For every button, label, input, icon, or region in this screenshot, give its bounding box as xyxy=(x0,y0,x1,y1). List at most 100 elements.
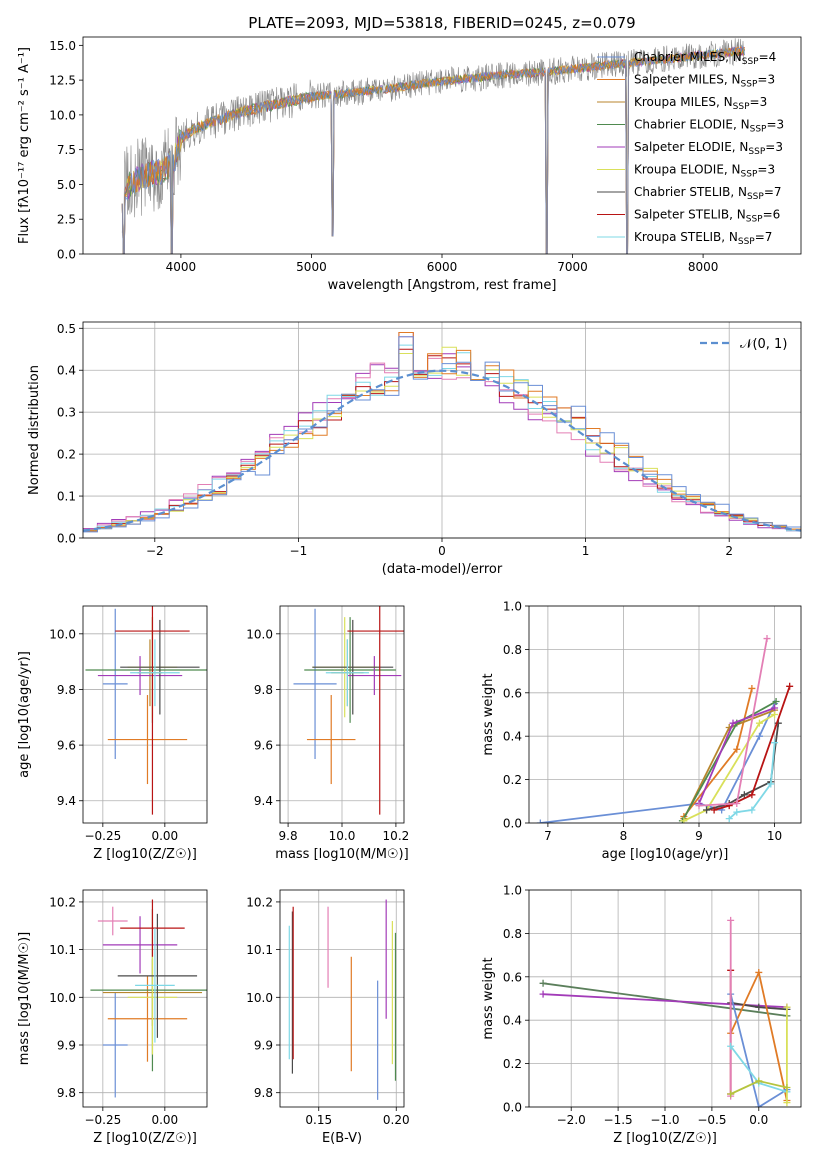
y-tick-label: 10.0 xyxy=(246,627,273,641)
chart-title: PLATE=2093, MJD=53818, FIBERID=0245, z=0… xyxy=(248,14,635,32)
y-tick-label: 1.0 xyxy=(503,884,522,898)
series-path xyxy=(683,713,776,822)
errorbar-point xyxy=(325,639,369,707)
legend-sub: SSP xyxy=(747,192,764,202)
legend-sub: SSP xyxy=(733,102,750,112)
plus-marker xyxy=(725,815,733,823)
y-axis-label: Flux [fλ10⁻¹⁷ erg cm⁻² s⁻¹ A⁻¹] xyxy=(17,47,32,244)
plot-area xyxy=(293,606,404,815)
errorbar-point xyxy=(115,606,190,815)
gaussian-curve xyxy=(83,369,801,532)
x-tick-label: 1 xyxy=(582,544,590,558)
axes: −0.25 0.00 9.4 9.6 9.8 10.0 Z [log10(Z/Z☉)] age… xyxy=(17,605,208,862)
x-tick-label: −0.5 xyxy=(697,1113,726,1127)
y-tick-label: 9.8 xyxy=(254,683,273,697)
plot-area xyxy=(288,899,397,1100)
plus-marker xyxy=(755,1003,763,1011)
errorbar-point xyxy=(306,695,356,785)
legend-value: =3 xyxy=(757,163,775,177)
x-tick-label: 8000 xyxy=(688,260,719,274)
x-tick-label: −1 xyxy=(290,544,308,558)
plus-marker xyxy=(771,704,779,712)
x-tick-label: 0.00 xyxy=(151,829,178,843)
series-path xyxy=(542,982,788,1017)
plot-area xyxy=(121,38,745,254)
y-tick-label: 0.8 xyxy=(503,927,522,941)
x-axis-label: Z [log10(Z/Z☉)] xyxy=(93,1131,197,1146)
panel-age-vs-mass: 9.8 10.0 10.2 9.4 9.6 9.8 10.0 mass [log10(M/M☉… xyxy=(246,605,409,862)
errorbar-point xyxy=(293,608,337,760)
errorbar-point xyxy=(97,906,128,936)
y-tick-label: 2.5 xyxy=(57,213,76,227)
series-line xyxy=(727,1077,791,1098)
errorbar-point xyxy=(102,608,128,760)
legend-value: =7 xyxy=(755,230,773,244)
errorbar-point xyxy=(107,975,188,1062)
legend-entry: Kroupa STELIB, NSSP=7 xyxy=(634,230,772,247)
plus-marker xyxy=(539,990,547,998)
x-axis-label: wavelength [Angstrom, rest frame] xyxy=(328,278,557,293)
panel-residual-histogram: −2 −1 0 1 2 0.0 0.1 0.2 0.3 0.4 0.5 (data-model)/er… xyxy=(27,321,802,577)
errorbar-point xyxy=(135,928,175,1043)
legend-value: =7 xyxy=(764,185,782,199)
y-tick-label: 10.0 xyxy=(49,108,76,122)
axes: 9.8 10.0 10.2 9.4 9.6 9.8 10.0 mass [log10(M/M☉… xyxy=(246,605,409,862)
x-tick-label: 9 xyxy=(695,829,703,843)
y-axis-label: mass weight xyxy=(481,673,496,755)
plus-marker xyxy=(783,1083,791,1091)
x-tick-label: 6000 xyxy=(427,260,458,274)
x-axis-label: age [log10(age/yr)] xyxy=(602,847,729,862)
x-tick-label: 0.0 xyxy=(749,1113,768,1127)
plus-marker xyxy=(680,817,688,823)
plus-marker xyxy=(772,697,780,705)
errorbar-point xyxy=(120,899,185,957)
plot-area xyxy=(539,916,791,1107)
plot-area xyxy=(85,606,207,815)
y-tick-label: 9.8 xyxy=(57,1086,76,1100)
x-tick-label: −1.0 xyxy=(650,1113,679,1127)
axes: −2 −1 0 1 2 0.0 0.1 0.2 0.3 0.4 0.5 (data-model)/er… xyxy=(27,321,802,577)
plus-marker xyxy=(536,819,544,823)
plus-marker xyxy=(755,732,763,740)
plus-marker xyxy=(783,1099,791,1107)
legend-entry: Salpeter MILES, NSSP=3 xyxy=(634,73,775,90)
legend-sub: SSP xyxy=(741,80,758,90)
plus-marker xyxy=(786,682,794,690)
y-tick-label: 0.2 xyxy=(57,448,76,462)
grid xyxy=(83,606,207,823)
legend-entry: Salpeter STELIB, NSSP=6 xyxy=(634,208,780,225)
x-tick-label: 10.0 xyxy=(329,829,356,843)
y-tick-label: 1.0 xyxy=(503,600,522,614)
y-tick-label: 9.8 xyxy=(254,1086,273,1100)
x-tick-label: 10 xyxy=(767,829,782,843)
y-tick-label: 10.0 xyxy=(246,991,273,1005)
series-path xyxy=(698,707,775,804)
y-tick-label: 0.2 xyxy=(503,1057,522,1071)
y-tick-label: 9.8 xyxy=(57,683,76,697)
series-line xyxy=(695,635,771,810)
errorbar-point xyxy=(347,656,402,696)
plus-marker xyxy=(748,684,756,692)
x-tick-label: 0.00 xyxy=(151,1113,178,1127)
plus-marker xyxy=(727,916,735,924)
y-tick-label: 10.2 xyxy=(49,895,76,909)
y-tick-label: 15.0 xyxy=(49,39,76,53)
y-axis-label: age [log10(age/yr)] xyxy=(17,651,32,778)
series-path xyxy=(713,686,791,811)
y-tick-label: 10.0 xyxy=(49,991,76,1005)
legend-entry: Chabrier MILES, NSSP=4 xyxy=(634,50,776,67)
x-tick-label: 7 xyxy=(544,829,552,843)
grid xyxy=(529,889,801,1108)
plus-marker xyxy=(727,1042,735,1050)
y-tick-label: 0.0 xyxy=(57,248,76,262)
y-tick-label: 0.4 xyxy=(57,364,76,378)
y-tick-label: 10.1 xyxy=(246,943,273,957)
y-tick-label: 0.0 xyxy=(503,1101,522,1115)
x-axis-label: E(B-V) xyxy=(322,1131,362,1146)
x-tick-label: −0.25 xyxy=(84,829,121,843)
plus-marker xyxy=(733,799,741,807)
legend: 𝒩(0, 1) xyxy=(700,337,787,352)
y-tick-label: 9.4 xyxy=(57,794,76,808)
y-axis-label: Normed distribution xyxy=(27,365,42,495)
errorbar-point xyxy=(117,913,198,1038)
